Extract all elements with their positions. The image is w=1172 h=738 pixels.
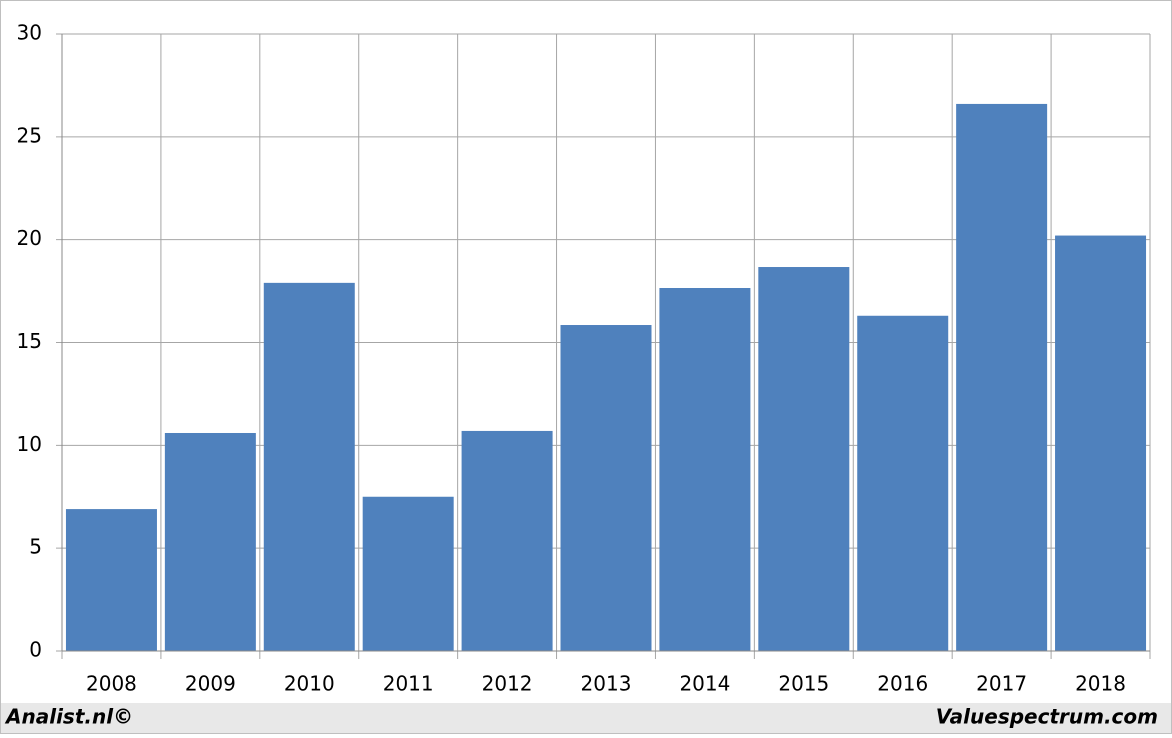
y-tick-label: 0 <box>29 638 42 662</box>
bar <box>758 267 850 651</box>
bar <box>263 282 355 651</box>
y-tick-label: 10 <box>17 432 42 456</box>
footer-right: Valuespectrum.com <box>936 705 1158 729</box>
bar <box>560 325 652 651</box>
x-tick-label: 2008 <box>86 672 137 696</box>
footer-band <box>1 703 1171 733</box>
bar <box>362 496 454 651</box>
bar <box>164 432 256 651</box>
x-tick-label: 2009 <box>185 672 236 696</box>
x-tick-label: 2011 <box>383 672 434 696</box>
footer-left: Analist.nl© <box>4 705 133 729</box>
bar <box>857 315 949 651</box>
x-tick-label: 2018 <box>1075 672 1126 696</box>
bar <box>461 430 553 651</box>
y-tick-label: 5 <box>29 535 42 559</box>
bar <box>659 287 751 651</box>
x-tick-label: 2015 <box>778 672 829 696</box>
y-tick-label: 15 <box>17 329 42 353</box>
bar <box>956 103 1048 652</box>
y-tick-label: 20 <box>17 226 42 250</box>
bar <box>65 509 157 651</box>
x-tick-label: 2010 <box>284 672 335 696</box>
x-tick-label: 2014 <box>679 672 730 696</box>
y-tick-label: 30 <box>17 21 42 45</box>
x-tick-label: 2012 <box>482 672 533 696</box>
bar <box>1055 235 1147 651</box>
x-tick-label: 2016 <box>877 672 928 696</box>
y-tick-label: 25 <box>17 123 42 147</box>
x-tick-label: 2017 <box>976 672 1027 696</box>
x-tick-label: 2013 <box>581 672 632 696</box>
